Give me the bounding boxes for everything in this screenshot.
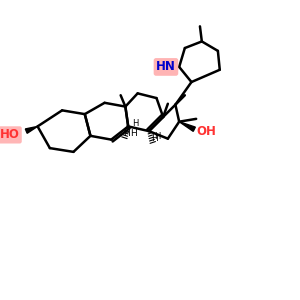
Polygon shape — [179, 122, 195, 131]
Text: HN: HN — [156, 60, 176, 74]
Text: H: H — [133, 119, 139, 128]
Text: HO: HO — [0, 128, 20, 141]
Text: H: H — [123, 130, 130, 139]
Text: H: H — [154, 132, 161, 141]
Polygon shape — [25, 126, 38, 133]
Text: H: H — [151, 134, 158, 143]
Text: OH: OH — [196, 124, 216, 138]
Text: H: H — [130, 130, 137, 139]
